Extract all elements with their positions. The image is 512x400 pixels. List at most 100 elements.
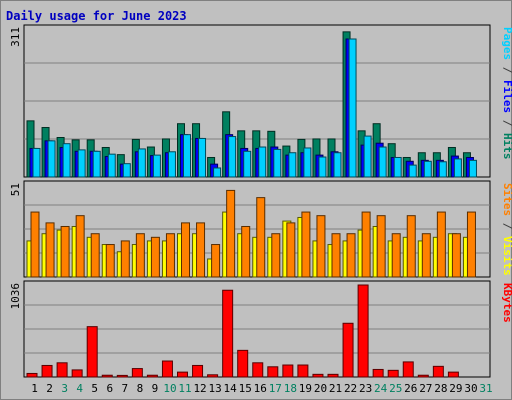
visits_panel-bar-sites-day-11 (181, 222, 190, 278)
kbytes_panel-bar-kbytes-day-26 (402, 361, 414, 378)
visits_panel-bar-sites-day-30 (466, 211, 476, 278)
visits_panel-bar-sites-day-6 (105, 244, 115, 278)
visits_panel-bar-sites-day-8 (135, 233, 145, 278)
visits_panel-bar-sites-day-20 (316, 215, 326, 278)
hits_panel-legend-part-3: / (501, 113, 512, 133)
x-tick-day-30: 30 (464, 382, 477, 395)
visits_panel-bar-sites-day-2 (45, 222, 55, 278)
x-tick-day-7: 7 (122, 382, 129, 395)
hits_panel-bar-pages-day-25 (393, 156, 402, 178)
hits_panel-bar-pages-day-6 (107, 153, 116, 178)
visits_panel-bar-sites-day-14 (226, 189, 236, 278)
x-tick-day-17: 17 (269, 382, 282, 395)
hits_panel-bar-pages-day-23 (363, 135, 372, 178)
hits_panel-bar-pages-day-14 (228, 136, 237, 178)
kbytes_panel-bar-kbytes-day-19 (297, 364, 309, 378)
kbytes_panel-bar-kbytes-day-2 (41, 364, 53, 378)
visits_panel-bar-sites-day-19 (301, 211, 311, 278)
kbytes_panel-bar-kbytes-day-1 (26, 372, 38, 378)
visits_panel-legend-part-0: Sites (501, 183, 512, 216)
visits_panel-bar-sites-day-21 (331, 233, 341, 278)
visits_panel-bar-sites-day-22 (346, 233, 356, 278)
kbytes_panel-bar-kbytes-day-17 (267, 366, 279, 378)
hits_panel-ymax-label: 311 (9, 27, 22, 47)
kbytes_panel-bar-kbytes-day-14 (222, 289, 234, 378)
visits_panel-legend-part-2: Visits (501, 236, 512, 276)
visits_panel-bar-sites-day-23 (361, 211, 371, 278)
kbytes_panel-bar-kbytes-day-3 (56, 362, 68, 378)
hits_panel-bar-pages-day-19 (303, 147, 312, 178)
hits_panel-bar-pages-day-24 (378, 146, 387, 178)
x-tick-day-16: 16 (254, 382, 267, 395)
kbytes_panel-legend: KBytes (501, 283, 512, 323)
x-tick-day-28: 28 (434, 382, 447, 395)
hits_panel-legend-part-0: Pages (501, 27, 512, 60)
visits_panel-bar-sites-day-17 (271, 233, 281, 278)
hits_panel-legend-part-1: / (501, 60, 512, 80)
kbytes_panel-bar-kbytes-day-7 (116, 374, 128, 378)
hits_panel-bar-pages-day-20 (318, 156, 327, 178)
hits_panel-bar-pages-day-28 (438, 161, 447, 178)
kbytes_panel-bar-kbytes-day-11 (177, 371, 188, 378)
x-tick-day-31: 31 (479, 382, 492, 395)
kbytes_panel-bar-kbytes-day-23 (357, 284, 369, 378)
x-tick-day-6: 6 (106, 382, 113, 395)
kbytes_panel-bar-kbytes-day-13 (207, 374, 219, 378)
x-tick-day-29: 29 (449, 382, 462, 395)
visits_panel-bar-sites-day-26 (406, 215, 416, 278)
visits_panel-bar-sites-day-9 (150, 236, 160, 278)
chart-title: Daily usage for June 2023 (6, 9, 187, 23)
hits_panel-bar-pages-day-30 (468, 159, 477, 178)
hits_panel-bar-pages-day-11 (183, 134, 191, 178)
x-tick-day-22: 22 (344, 382, 357, 395)
hits_panel-bar-pages-day-27 (423, 160, 432, 178)
hits_panel-bar-pages-day-15 (243, 150, 252, 178)
hits_panel-bar-pages-day-9 (152, 154, 161, 178)
kbytes_panel-bar-kbytes-day-24 (372, 368, 384, 378)
visits_panel-bar-sites-day-24 (376, 215, 386, 278)
x-tick-day-14: 14 (224, 382, 238, 395)
visits_panel-bar-sites-day-7 (120, 240, 130, 278)
kbytes_panel-bar-kbytes-day-29 (447, 371, 459, 378)
x-tick-day-13: 13 (209, 382, 222, 395)
hits_panel-bar-pages-day-3 (62, 143, 71, 178)
hits_panel-bar-pages-day-16 (258, 146, 267, 178)
hits_panel-legend-part-2: Files (501, 80, 512, 113)
hits_panel-bar-pages-day-29 (453, 158, 462, 178)
x-tick-day-21: 21 (329, 382, 342, 395)
kbytes_panel-bar-kbytes-day-10 (161, 360, 173, 378)
kbytes_panel-bar-kbytes-day-12 (192, 364, 204, 378)
x-tick-day-1: 1 (31, 382, 38, 395)
kbytes_panel-bar-kbytes-day-6 (101, 374, 113, 378)
x-tick-day-27: 27 (419, 382, 432, 395)
visits_panel-bar-sites-day-4 (75, 215, 85, 278)
kbytes_panel-ymax-label: 1036 (9, 283, 22, 310)
kbytes_panel-bar-kbytes-day-21 (327, 373, 339, 378)
kbytes_panel-bar-kbytes-day-20 (312, 373, 324, 378)
kbytes_panel-bar-kbytes-day-25 (387, 369, 399, 378)
x-tick-day-25: 25 (389, 382, 402, 395)
kbytes_panel-bar-kbytes-day-15 (237, 349, 249, 378)
visits_panel-bar-sites-day-16 (256, 197, 266, 278)
hits_panel-bar-pages-day-22 (348, 38, 357, 178)
x-tick-day-18: 18 (284, 382, 297, 395)
visits_panel-bar-sites-day-3 (60, 225, 70, 278)
visits_panel-bar-sites-day-15 (241, 225, 251, 278)
hits_panel-bar-pages-day-1 (32, 147, 41, 178)
hits_panel-legend: Pages / Files / Hits (501, 27, 512, 160)
visits_panel-bar-sites-day-5 (90, 233, 100, 278)
x-tick-day-8: 8 (137, 382, 144, 395)
x-tick-day-5: 5 (91, 382, 98, 395)
kbytes_panel-bar-kbytes-day-18 (282, 364, 294, 378)
kbytes_panel-bar-kbytes-day-22 (342, 322, 354, 378)
hits_panel-bar-pages-day-4 (77, 149, 86, 178)
kbytes_panel-legend-part-0: KBytes (501, 283, 512, 323)
x-tick-day-20: 20 (314, 382, 327, 395)
x-tick-day-26: 26 (404, 382, 417, 395)
kbytes_panel-bar-kbytes-day-28 (432, 365, 444, 378)
x-tick-day-2: 2 (46, 382, 53, 395)
kbytes_panel-bar-kbytes-day-5 (86, 326, 98, 378)
x-tick-day-11: 11 (178, 382, 191, 395)
visits_panel-legend-part-1: / (501, 216, 512, 236)
hits_panel-bar-pages-day-26 (408, 164, 417, 178)
